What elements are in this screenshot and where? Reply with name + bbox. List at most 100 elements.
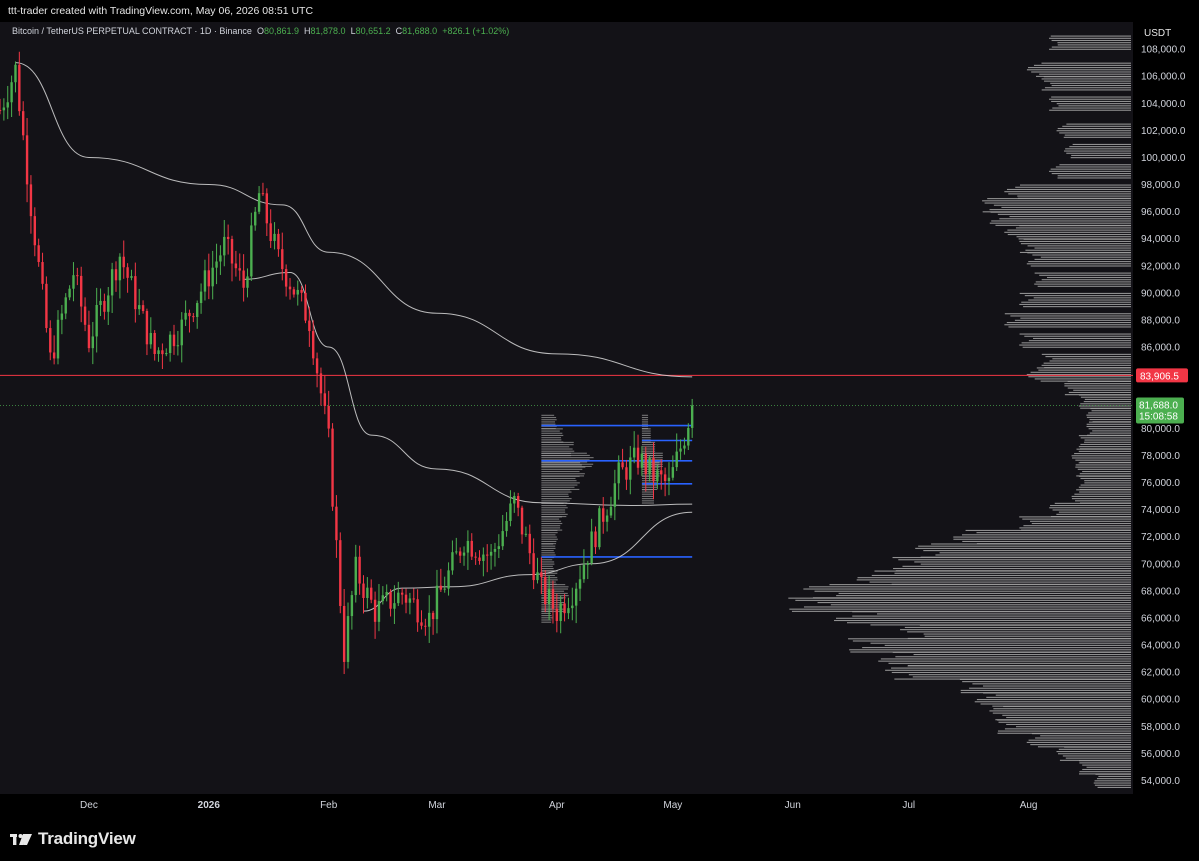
- candle-body: [660, 470, 663, 475]
- tradingview-logo[interactable]: TradingView: [10, 829, 136, 849]
- volume-profile-bar: [1030, 265, 1131, 267]
- attribution-text: ttt-trader created with TradingView.com,…: [8, 5, 314, 17]
- volume-profile-bar: [1030, 744, 1131, 746]
- candle-body: [83, 306, 87, 325]
- local-profile-bar: [541, 599, 562, 601]
- local-profile-bar: [641, 495, 655, 497]
- volume-profile-bar: [1023, 238, 1131, 240]
- volume-profile-bar: [892, 651, 1131, 653]
- candle-body: [223, 236, 226, 256]
- candle-body: [679, 448, 682, 452]
- volume-profile-bar: [990, 211, 1131, 213]
- candle-body: [211, 267, 214, 287]
- volume-profile-bar: [1079, 771, 1131, 773]
- candle-body: [447, 570, 450, 589]
- footer-bar: TradingView: [0, 816, 1199, 861]
- volume-profile-bar: [1020, 317, 1131, 319]
- candle-body: [366, 587, 369, 598]
- volume-profile-bar: [1041, 364, 1131, 366]
- currency-label: USDT: [1144, 28, 1171, 39]
- local-profile-bar: [641, 450, 656, 452]
- volume-profile-bar: [877, 613, 1131, 615]
- volume-profile-bar: [880, 658, 1131, 660]
- volume-profile-bar: [1062, 125, 1131, 127]
- candle-body: [118, 256, 122, 281]
- candle-body: [110, 269, 114, 296]
- candle-body: [138, 305, 141, 310]
- candle-body: [238, 268, 241, 271]
- candle-body: [269, 223, 272, 241]
- local-profile-bar: [541, 446, 570, 448]
- candle-body: [296, 289, 299, 295]
- volume-profile-bar: [1082, 764, 1131, 766]
- volume-profile-bar: [1078, 486, 1131, 488]
- volume-profile-bar: [808, 586, 1131, 588]
- volume-profile-bar: [1052, 509, 1131, 511]
- volume-profile-bar: [1049, 37, 1131, 39]
- volume-profile-bar: [995, 694, 1131, 696]
- candle-body: [397, 592, 400, 604]
- price-tick-label: 80,000.0: [1141, 424, 1180, 435]
- local-profile-bar: [641, 441, 656, 443]
- candle-body: [188, 312, 191, 317]
- volume-profile-bar: [1065, 148, 1131, 150]
- last-price-tag: [1136, 397, 1184, 424]
- volume-profile-bar: [1040, 256, 1131, 258]
- local-profile-bar: [641, 437, 651, 439]
- volume-profile-bar: [976, 532, 1131, 534]
- volume-profile-bar: [961, 534, 1131, 536]
- local-profile-bar: [541, 462, 581, 464]
- candle-body: [242, 270, 245, 288]
- candle-body: [683, 445, 686, 449]
- local-profile-bar: [541, 482, 580, 484]
- candle-body: [273, 233, 276, 241]
- volume-profile-bar: [1034, 378, 1131, 380]
- candle-body: [605, 515, 609, 522]
- volume-profile-bar: [923, 550, 1131, 552]
- candle-body: [281, 249, 284, 270]
- local-profile-bar: [541, 559, 553, 561]
- candle-body: [609, 506, 613, 516]
- volume-profile-bar: [1044, 80, 1131, 82]
- volume-profile-bar: [1057, 127, 1131, 130]
- volume-profile-bar: [1049, 98, 1131, 100]
- price-tick-label: 74,000.0: [1141, 505, 1180, 516]
- candle-body: [559, 603, 562, 621]
- local-profile-bar: [641, 498, 655, 500]
- candle-body: [95, 304, 98, 337]
- volume-profile-bar: [924, 635, 1131, 637]
- volume-profile-bar: [976, 699, 1131, 701]
- volume-profile-bar: [1058, 748, 1131, 750]
- local-profile-bar: [541, 507, 568, 509]
- candle-body: [404, 594, 408, 603]
- price-chart[interactable]: 54,000.0 56,000.0 58,000.0 60,000.0 62,000.0…: [0, 22, 1199, 816]
- volume-profile-bar: [1057, 44, 1131, 46]
- countdown-text: 15:08:58: [1139, 411, 1178, 422]
- price-tick-label: 56,000.0: [1141, 749, 1180, 760]
- local-profile-bar: [641, 502, 655, 504]
- candle-body: [134, 276, 137, 310]
- volume-profile-bar: [1014, 319, 1131, 321]
- candle-body: [342, 605, 346, 662]
- volume-profile-bar: [1007, 229, 1131, 231]
- candle-body: [408, 598, 412, 603]
- volume-profile-bar: [1079, 473, 1131, 475]
- candle-body: [567, 608, 570, 614]
- candle-body: [219, 255, 222, 262]
- volume-profile-bar: [1062, 755, 1131, 757]
- candle-body: [540, 572, 543, 577]
- local-profile-bar: [541, 416, 557, 419]
- candle-body: [571, 605, 574, 609]
- candle-body: [513, 496, 516, 504]
- local-profile-bar: [541, 430, 560, 432]
- candle-body: [385, 592, 388, 596]
- volume-profile-bar: [1089, 432, 1131, 434]
- local-profile-bar: [541, 567, 554, 570]
- candle-body: [621, 462, 624, 468]
- local-profile-bar: [641, 500, 655, 502]
- volume-profile-bar: [982, 200, 1131, 202]
- volume-profile-bar: [1067, 387, 1131, 389]
- volume-profile-bar: [908, 674, 1131, 676]
- volume-profile-bar: [993, 708, 1131, 710]
- candle-body: [80, 275, 83, 307]
